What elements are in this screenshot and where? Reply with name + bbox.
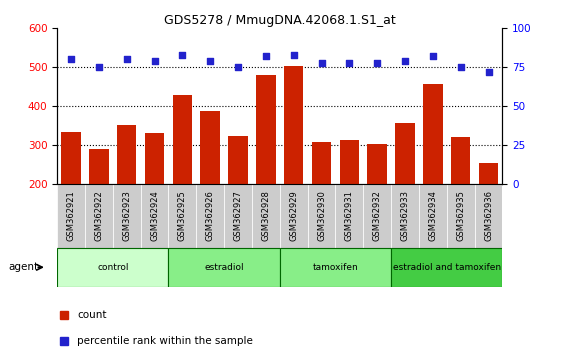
- Bar: [423, 84, 443, 184]
- Text: GSM362926: GSM362926: [206, 190, 215, 241]
- Point: [178, 52, 187, 58]
- Text: GSM362931: GSM362931: [345, 190, 354, 241]
- Bar: [479, 163, 498, 184]
- Bar: [200, 111, 220, 184]
- Bar: [391, 248, 502, 287]
- Bar: [280, 184, 308, 248]
- Point: [317, 60, 326, 65]
- Point: [234, 64, 243, 70]
- Bar: [363, 184, 391, 248]
- Text: GSM362929: GSM362929: [289, 190, 298, 241]
- Bar: [61, 132, 81, 184]
- Bar: [228, 136, 248, 184]
- Bar: [57, 184, 85, 248]
- Text: GSM362923: GSM362923: [122, 190, 131, 241]
- Bar: [112, 184, 140, 248]
- Point: [289, 52, 298, 58]
- Bar: [312, 142, 331, 184]
- Bar: [419, 184, 447, 248]
- Text: GSM362925: GSM362925: [178, 190, 187, 241]
- Bar: [145, 133, 164, 184]
- Text: GSM362922: GSM362922: [94, 190, 103, 241]
- Bar: [451, 137, 471, 184]
- Point: [373, 60, 382, 65]
- Bar: [280, 248, 391, 287]
- Bar: [140, 184, 168, 248]
- Text: GSM362933: GSM362933: [400, 190, 409, 241]
- Bar: [256, 75, 276, 184]
- Text: percentile rank within the sample: percentile rank within the sample: [77, 336, 253, 346]
- Text: tamoxifen: tamoxifen: [312, 263, 359, 272]
- Bar: [395, 122, 415, 184]
- Bar: [308, 184, 336, 248]
- Point: [428, 53, 437, 59]
- Text: GSM362921: GSM362921: [66, 190, 75, 241]
- Bar: [252, 184, 280, 248]
- Point: [150, 58, 159, 64]
- Bar: [168, 184, 196, 248]
- Bar: [57, 248, 168, 287]
- Text: GSM362927: GSM362927: [234, 190, 243, 241]
- Text: estradiol and tamoxifen: estradiol and tamoxifen: [393, 263, 501, 272]
- Text: GSM362930: GSM362930: [317, 190, 326, 241]
- Point: [122, 57, 131, 62]
- Text: count: count: [77, 310, 107, 320]
- Bar: [284, 66, 303, 184]
- Bar: [391, 184, 419, 248]
- Title: GDS5278 / MmugDNA.42068.1.S1_at: GDS5278 / MmugDNA.42068.1.S1_at: [164, 14, 396, 27]
- Bar: [89, 149, 108, 184]
- Point: [66, 57, 75, 62]
- Text: agent: agent: [9, 262, 39, 272]
- Bar: [447, 184, 475, 248]
- Bar: [196, 184, 224, 248]
- Text: GSM362924: GSM362924: [150, 190, 159, 241]
- Text: GSM362934: GSM362934: [428, 190, 437, 241]
- Text: control: control: [97, 263, 128, 272]
- Point: [400, 58, 409, 64]
- Bar: [224, 184, 252, 248]
- Text: GSM362932: GSM362932: [373, 190, 382, 241]
- Point: [206, 58, 215, 64]
- Point: [484, 69, 493, 75]
- Point: [94, 64, 103, 70]
- Bar: [85, 184, 113, 248]
- Bar: [335, 184, 363, 248]
- Point: [345, 60, 354, 65]
- Bar: [340, 140, 359, 184]
- Bar: [117, 125, 136, 184]
- Bar: [172, 95, 192, 184]
- Text: GSM362936: GSM362936: [484, 190, 493, 241]
- Bar: [368, 144, 387, 184]
- Point: [456, 64, 465, 70]
- Text: GSM362928: GSM362928: [262, 190, 271, 241]
- Text: GSM362935: GSM362935: [456, 190, 465, 241]
- Bar: [168, 248, 280, 287]
- Point: [262, 53, 271, 59]
- Bar: [475, 184, 502, 248]
- Text: estradiol: estradiol: [204, 263, 244, 272]
